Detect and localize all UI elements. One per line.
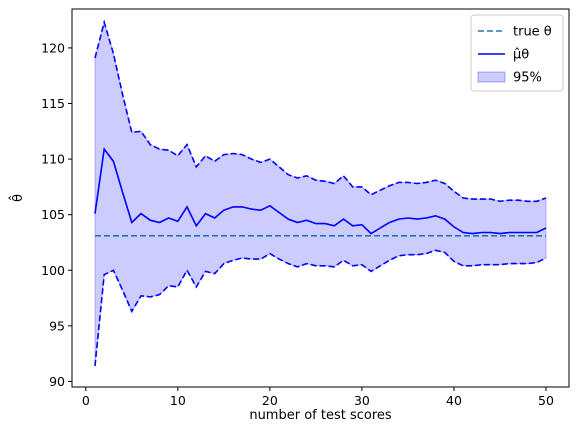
x-tick-label: 10 [170, 393, 186, 408]
legend-entry-label: 95% [513, 71, 542, 86]
y-tick-label: 95 [49, 318, 65, 333]
plot-area [94, 19, 547, 366]
x-axis-label: number of test scores [249, 408, 392, 423]
x-tick-label: 30 [354, 393, 370, 408]
legend: true θ μ̂θ 95% [470, 14, 564, 92]
y-tick-label: 105 [41, 207, 65, 222]
x-tick-label: 50 [538, 393, 554, 408]
plot-frame [71, 8, 570, 388]
y-tick-label: 110 [41, 152, 65, 167]
legend-box [470, 14, 564, 92]
y-tick-label: 90 [49, 374, 65, 389]
axes: 0 10 20 30 40 50 90 95 100 105 110 115 120 [41, 8, 570, 408]
y-axis-label: θ̂ [9, 194, 26, 202]
lower-bound-line [94, 249, 547, 366]
upper-bound-line [94, 19, 547, 203]
y-tick-label: 115 [41, 96, 65, 111]
legend-entry-label: μ̂θ [513, 48, 529, 63]
legend-band-swatch [477, 71, 506, 83]
y-tick-label: 120 [41, 40, 65, 55]
x-tick-label: 40 [446, 393, 462, 408]
plot-content [94, 19, 547, 366]
x-tick-label: 20 [262, 393, 278, 408]
x-tick-label: 0 [82, 393, 90, 408]
y-tick-label: 100 [41, 263, 65, 278]
mean-estimate-line [94, 147, 547, 235]
legend-entry-label: true θ [513, 25, 552, 40]
